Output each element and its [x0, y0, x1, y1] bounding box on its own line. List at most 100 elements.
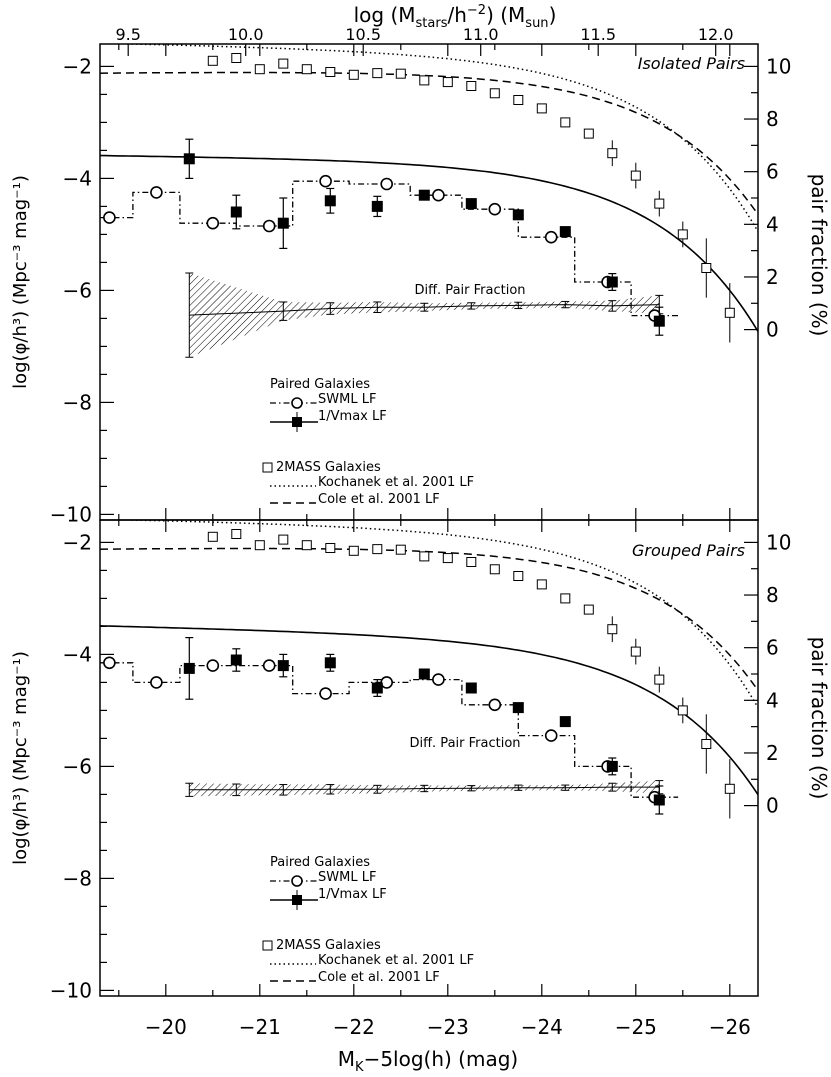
vmax-point	[183, 153, 195, 165]
vmax-point	[324, 195, 336, 207]
swml-point	[544, 729, 558, 742]
y2-tick-label: 4	[766, 212, 779, 236]
swml-point	[206, 216, 220, 230]
y2-tick-label: 10	[766, 54, 791, 78]
x-axis-title: MK−5log(h) (mag)	[338, 1047, 518, 1075]
twomass-point	[513, 571, 524, 581]
legend-swml-marker	[291, 875, 303, 887]
panel-isolated-pairs: Isolated Pairs log(φ/h³) (Mpc⁻³ mag⁻¹) p…	[10, 43, 831, 526]
swml-point	[150, 676, 163, 689]
y2-tick-label: 8	[766, 107, 779, 131]
twomass-point	[278, 534, 289, 545]
swml-step-line	[100, 180, 679, 317]
twomass-point	[442, 77, 453, 88]
twomass-point	[724, 307, 735, 318]
legend-cole-label: Cole et al. 2001 LF	[318, 970, 440, 985]
y-axis-title: log(φ/h³) (Mpc⁻³ mag⁻¹)	[10, 175, 31, 389]
y-tick-label: −4	[63, 166, 92, 190]
vmax-point	[230, 206, 242, 218]
vmax-point	[371, 200, 383, 212]
twomass-point	[254, 540, 265, 551]
y-tick-label: −6	[63, 754, 92, 778]
vmax-point	[324, 657, 336, 669]
swml-point	[150, 186, 163, 199]
legend: Paired Galaxies SWML LF 1/Vmax LF 2MASS …	[262, 855, 474, 985]
swml-point	[380, 676, 394, 689]
bottom-axis-ticks: −20 −21 −22 −23 −24 −25 −26	[145, 1015, 751, 1039]
y2-tick-label: 4	[766, 688, 779, 712]
y-tick-label: −4	[63, 642, 92, 666]
x-tick-label: −23	[427, 1015, 469, 1039]
vmax-point	[512, 209, 524, 221]
y2-tick-label: 0	[766, 318, 779, 342]
legend-2mass-title: 2MASS Galaxies	[276, 460, 381, 475]
twomass-point	[372, 68, 383, 79]
legend-2mass-title: 2MASS Galaxies	[276, 938, 381, 953]
y2-tick-label: 6	[766, 636, 779, 660]
x-tick-label: −22	[333, 1015, 375, 1039]
top-tick-label: 12.0	[698, 25, 734, 44]
paired-lf-fit-curve	[100, 154, 758, 332]
y-tick-label: −2	[63, 530, 92, 554]
vmax-point	[418, 668, 430, 680]
top-tick-label: 9.5	[115, 25, 140, 44]
twomass-point	[536, 103, 547, 114]
swml-point	[206, 659, 220, 672]
legend-kochanek-label: Kochanek et al. 2001 LF	[318, 953, 474, 968]
twomass-point	[442, 553, 453, 564]
twomass-point	[231, 529, 242, 539]
swml-point	[319, 687, 332, 700]
y2-tick-label: 6	[766, 160, 779, 184]
twomass-point	[654, 674, 665, 685]
y-axis-title: log(φ/h³) (Mpc⁻³ mag⁻¹)	[10, 651, 31, 865]
y-tick-label: −2	[63, 54, 92, 78]
twomass-point	[560, 117, 571, 128]
vmax-point	[606, 760, 618, 772]
swml-point	[432, 188, 445, 202]
twomass-point	[419, 551, 430, 562]
twomass-point	[724, 783, 735, 794]
y2-tick-label: 2	[766, 741, 779, 765]
twomass-point	[607, 148, 618, 159]
twomass-point	[630, 170, 641, 181]
twomass-point	[419, 75, 430, 86]
twomass-point	[583, 604, 594, 615]
twomass-point	[677, 705, 688, 716]
twomass-point	[466, 81, 477, 91]
twomass-point	[395, 544, 406, 555]
pair-fraction-line	[189, 304, 660, 316]
twomass-point	[278, 58, 289, 69]
panel-title: Grouped Pairs	[632, 541, 745, 560]
twomass-point	[231, 53, 242, 63]
pair-fraction-annotation: Diff. Pair Fraction	[414, 283, 525, 298]
twomass-point	[536, 579, 547, 590]
legend-vmax-label: 1/Vmax LF	[318, 409, 387, 424]
y2-tick-label: 0	[766, 794, 779, 818]
swml-point	[262, 659, 276, 672]
swml-point	[103, 656, 116, 670]
vmax-point	[465, 198, 477, 210]
pair-fraction-annotation: Diff. Pair Fraction	[409, 736, 520, 751]
swml-point	[432, 673, 445, 686]
vmax-point	[559, 226, 571, 238]
twomass-point	[254, 64, 265, 75]
twomass-point	[348, 545, 359, 556]
swml-point	[319, 174, 332, 188]
twomass-point	[701, 739, 712, 749]
twomass-point	[607, 624, 618, 635]
top-tick-label: 11.5	[580, 25, 616, 44]
x-tick-label: −26	[709, 1015, 751, 1039]
legend-vmax-label: 1/Vmax LF	[318, 887, 387, 902]
twomass-point	[348, 69, 359, 80]
twomass-point	[560, 593, 571, 604]
vmax-point	[230, 654, 242, 666]
vmax-point	[512, 702, 524, 714]
y-tick-label: −8	[63, 866, 92, 890]
vmax-point	[183, 662, 195, 674]
y-tick-label: −10	[50, 978, 92, 1002]
x-tick-label: −21	[239, 1015, 281, 1039]
legend-2mass-marker	[262, 940, 273, 951]
x-tick-label: −25	[615, 1015, 657, 1039]
twomass-point	[466, 557, 477, 567]
